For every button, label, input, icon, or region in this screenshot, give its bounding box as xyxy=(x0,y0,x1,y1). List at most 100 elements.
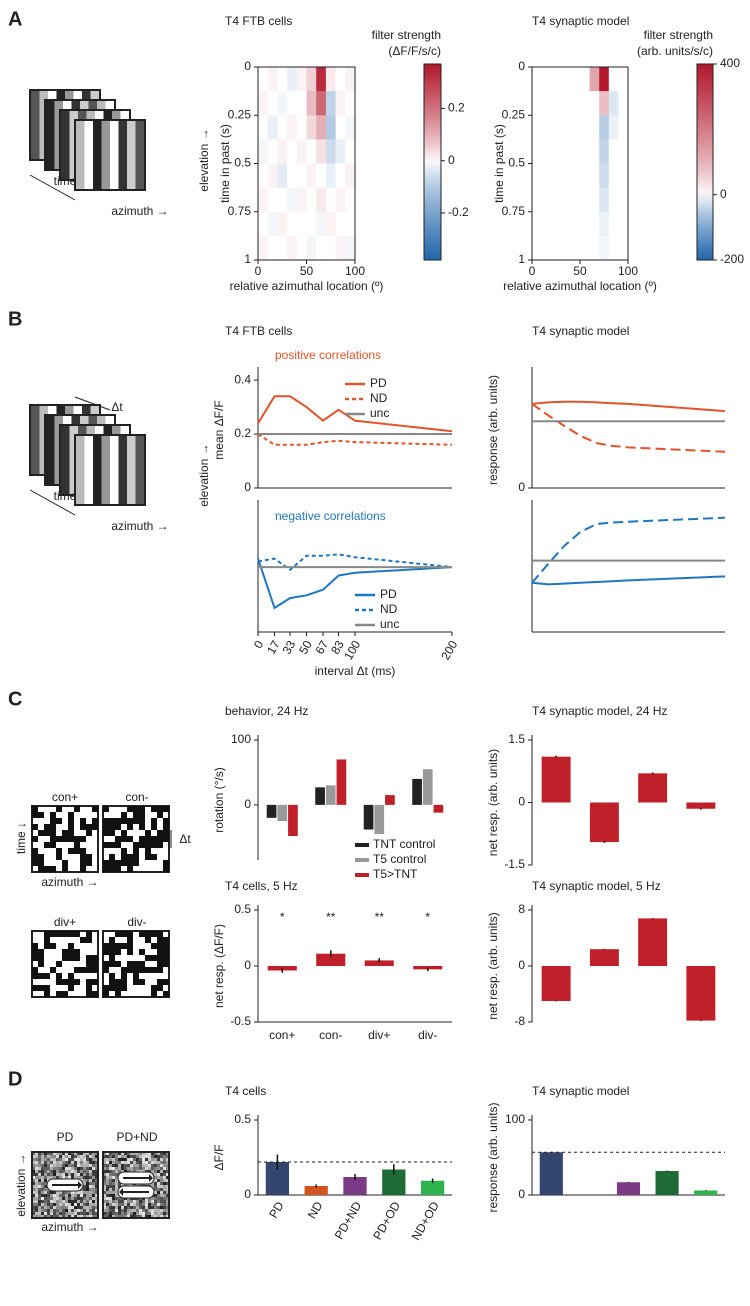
noise-cell xyxy=(80,1155,83,1158)
colorbar-label: (ΔF/F/s/c) xyxy=(388,44,441,58)
noise-cell xyxy=(38,1173,41,1176)
pattern-cell xyxy=(32,949,38,955)
illustration-label: elevation → xyxy=(197,443,211,506)
noise-cell xyxy=(160,1185,163,1188)
bar xyxy=(686,802,716,809)
noise-cell xyxy=(50,1209,53,1212)
noise-cell xyxy=(47,1209,50,1212)
pattern-cell xyxy=(109,860,115,866)
noise-cell xyxy=(38,1152,41,1155)
noise-cell xyxy=(95,1167,98,1170)
noise-cell xyxy=(163,1185,166,1188)
pattern-cell xyxy=(109,985,115,991)
legend-label: TNT control xyxy=(373,837,435,851)
noise-cell xyxy=(115,1209,118,1212)
noise-cell xyxy=(109,1179,112,1182)
noise-cell xyxy=(151,1182,154,1185)
pattern-cell xyxy=(86,860,92,866)
significance: * xyxy=(280,910,285,924)
noise-cell xyxy=(115,1194,118,1197)
noise-cell xyxy=(44,1212,47,1215)
illustration-label: PD xyxy=(57,1130,74,1144)
noise-cell xyxy=(166,1206,169,1209)
noise-cell xyxy=(65,1197,68,1200)
noise-cell xyxy=(133,1158,136,1161)
significance: ** xyxy=(375,910,385,924)
pattern-cell xyxy=(109,979,115,985)
chart-title: T4 cells xyxy=(225,1084,266,1098)
noise-cell xyxy=(151,1209,154,1212)
heat-cell xyxy=(325,67,337,92)
stimulus-stripe xyxy=(118,121,127,189)
noise-cell xyxy=(41,1188,44,1191)
noise-cell xyxy=(56,1152,59,1155)
noise-cell xyxy=(109,1212,112,1215)
noise-cell xyxy=(157,1182,160,1185)
noise-cell xyxy=(160,1182,163,1185)
y-tick-label: 0 xyxy=(518,480,525,494)
significance: ** xyxy=(326,910,336,924)
stimulus-stripe xyxy=(84,436,93,504)
noise-cell xyxy=(95,1179,98,1182)
heat-cell xyxy=(306,115,317,140)
noise-cell xyxy=(59,1158,62,1161)
noise-cell xyxy=(142,1212,145,1215)
noise-cell xyxy=(80,1158,83,1161)
pattern-cell xyxy=(163,836,169,842)
pattern-cell xyxy=(151,955,157,961)
noise-cell xyxy=(109,1209,112,1212)
pattern-cell xyxy=(121,860,127,866)
noise-cell xyxy=(124,1158,127,1161)
y-tick-label: 0 xyxy=(518,958,525,972)
noise-cell xyxy=(41,1206,44,1209)
noise-cell xyxy=(115,1167,118,1170)
pattern-cell xyxy=(74,931,80,937)
noise-cell xyxy=(44,1191,47,1194)
heat-cell xyxy=(296,115,307,140)
noise-cell xyxy=(136,1200,139,1203)
noise-cell xyxy=(166,1164,169,1167)
colorbar-label: (arb. units/s/c) xyxy=(637,44,713,58)
noise-cell xyxy=(154,1167,157,1170)
y-tick-label: 0 xyxy=(244,1187,251,1201)
colorbar xyxy=(696,63,714,261)
noise-cell xyxy=(68,1194,71,1197)
noise-cell xyxy=(103,1203,106,1206)
heat-cell xyxy=(618,163,629,189)
heat-cell xyxy=(532,91,543,116)
noise-cell xyxy=(89,1155,92,1158)
x-tick-label: 100 xyxy=(341,638,363,663)
heat-cell xyxy=(580,187,591,213)
noise-cell xyxy=(35,1185,38,1188)
pattern-cell xyxy=(32,854,38,860)
noise-cell xyxy=(115,1179,118,1182)
noise-cell xyxy=(62,1191,65,1194)
heat-cell xyxy=(551,211,562,237)
noise-cell xyxy=(35,1176,38,1179)
legend-label: T5 control xyxy=(373,852,426,866)
line-series xyxy=(531,575,726,586)
noise-cell xyxy=(32,1155,35,1158)
heat-cell xyxy=(570,115,581,140)
noise-cell xyxy=(92,1215,95,1218)
noise-cell xyxy=(38,1200,41,1203)
noise-cell xyxy=(160,1152,163,1155)
pattern-cell xyxy=(121,848,127,854)
stimulus-stripe xyxy=(61,426,70,494)
noise-cell xyxy=(166,1212,169,1215)
noise-cell xyxy=(86,1200,89,1203)
noise-cell xyxy=(32,1167,35,1170)
pattern-cell xyxy=(103,818,109,824)
pattern-cell xyxy=(157,967,163,973)
pattern-cell xyxy=(32,967,38,973)
heat-cell xyxy=(335,139,346,164)
heat-cell xyxy=(551,187,562,213)
noise-cell xyxy=(53,1152,56,1155)
noise-cell xyxy=(154,1200,157,1203)
pattern-cell xyxy=(44,991,50,997)
pattern-cell xyxy=(38,830,44,836)
noise-cell xyxy=(47,1200,50,1203)
x-tick-label: div+ xyxy=(368,1028,390,1042)
noise-cell xyxy=(95,1209,98,1212)
heat-cell xyxy=(608,139,619,164)
